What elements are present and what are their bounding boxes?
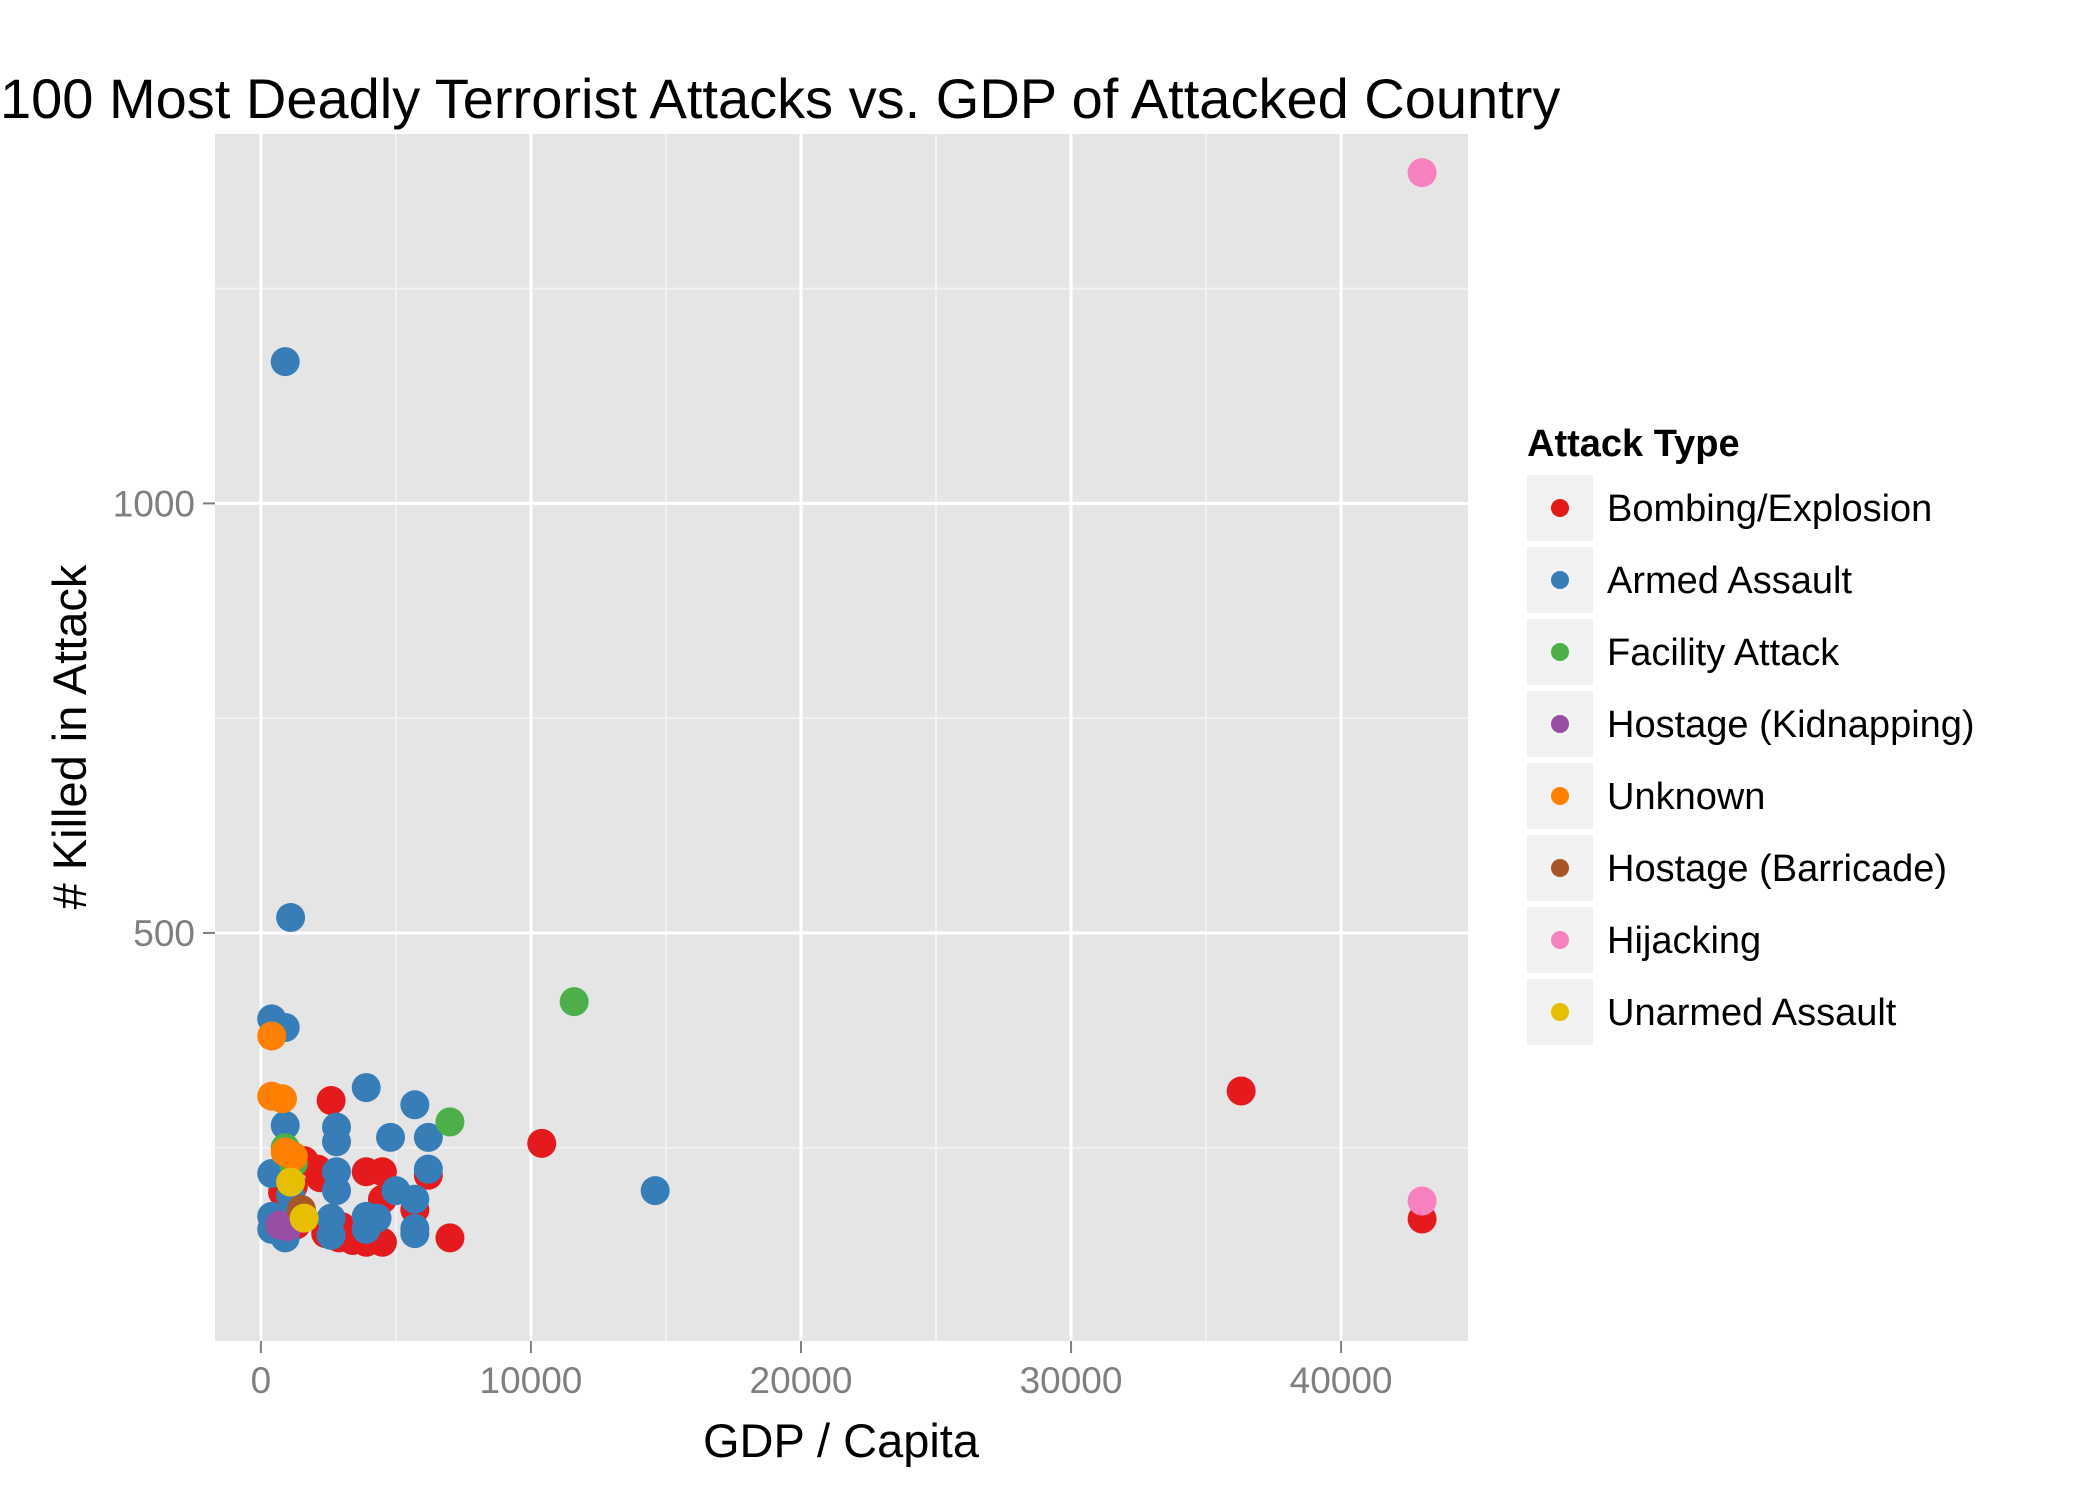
data-point [268, 1084, 298, 1114]
data-point [270, 1110, 300, 1140]
data-point [322, 1176, 352, 1206]
legend-swatch [1551, 499, 1569, 517]
y-tick-label: 1000 [113, 483, 195, 524]
x-tick-label: 30000 [1020, 1360, 1123, 1401]
legend-label: Facility Attack [1607, 632, 1840, 674]
x-tick-label: 20000 [750, 1360, 853, 1401]
chart-title: 100 Most Deadly Terrorist Attacks vs. GD… [0, 67, 1560, 130]
legend-swatch [1551, 859, 1569, 877]
data-points [257, 158, 1437, 1257]
data-point [413, 1122, 443, 1152]
x-tick-label: 0 [251, 1360, 272, 1401]
legend-label: Unknown [1607, 776, 1765, 818]
legend-swatch [1551, 715, 1569, 733]
x-tick-label: 40000 [1290, 1360, 1393, 1401]
x-tick-label: 10000 [480, 1360, 583, 1401]
data-point [316, 1220, 346, 1250]
data-point [351, 1073, 381, 1103]
legend-label: Hostage (Barricade) [1607, 848, 1947, 890]
x-axis-ticks: 0 10000 20000 30000 40000 [251, 1341, 1393, 1401]
data-point [400, 1184, 430, 1214]
legend-swatch [1551, 1003, 1569, 1021]
legend-label: Hostage (Kidnapping) [1607, 704, 1975, 746]
data-point [316, 1085, 346, 1115]
x-axis-title: GDP / Capita [703, 1414, 980, 1467]
data-point [289, 1203, 319, 1233]
data-point [1407, 1186, 1437, 1216]
data-point [351, 1214, 381, 1244]
data-point [640, 1176, 670, 1206]
legend-label: Armed Assault [1607, 560, 1852, 602]
legend-label: Bombing/Explosion [1607, 488, 1932, 530]
data-point [527, 1128, 557, 1158]
data-point [278, 1141, 308, 1171]
data-point [1407, 158, 1437, 188]
legend-title: Attack Type [1527, 423, 1740, 465]
data-point [376, 1122, 406, 1152]
data-point [400, 1219, 430, 1249]
grid-major [215, 134, 1468, 1341]
data-point [276, 1167, 306, 1197]
legend-items: Bombing/Explosion Armed Assault Facility A… [1527, 475, 1975, 1045]
data-point [435, 1107, 465, 1137]
legend-swatch [1551, 643, 1569, 661]
data-point [413, 1154, 443, 1184]
data-point [257, 1021, 287, 1051]
data-point [1226, 1076, 1256, 1106]
legend: Attack Type Bombing/Explosion Armed Assau… [1527, 423, 1975, 1045]
legend-swatch [1551, 787, 1569, 805]
data-point [435, 1223, 465, 1253]
y-axis-ticks: 500 1000 [113, 483, 215, 954]
y-axis-title: # Killed in Attack [43, 564, 96, 909]
plot-panel [215, 134, 1468, 1341]
legend-label: Unarmed Assault [1607, 992, 1897, 1034]
data-point [322, 1127, 352, 1157]
data-point [276, 902, 306, 932]
data-point [559, 987, 589, 1017]
legend-label: Hijacking [1607, 920, 1761, 962]
legend-swatch [1551, 571, 1569, 589]
data-point [400, 1090, 430, 1120]
y-tick-label: 500 [133, 913, 195, 954]
legend-swatch [1551, 931, 1569, 949]
data-point [270, 347, 300, 377]
